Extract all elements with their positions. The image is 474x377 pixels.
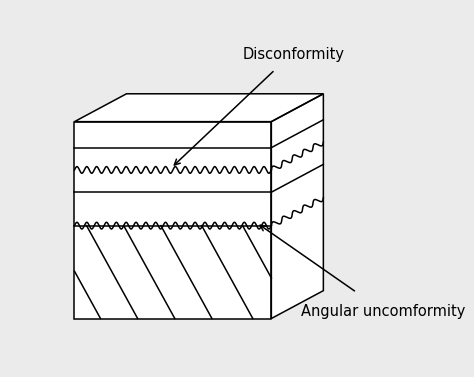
Polygon shape <box>271 94 323 319</box>
Text: Angular uncomformity: Angular uncomformity <box>301 303 465 319</box>
Text: Disconformity: Disconformity <box>243 47 345 62</box>
Polygon shape <box>74 122 271 319</box>
Polygon shape <box>74 94 323 122</box>
